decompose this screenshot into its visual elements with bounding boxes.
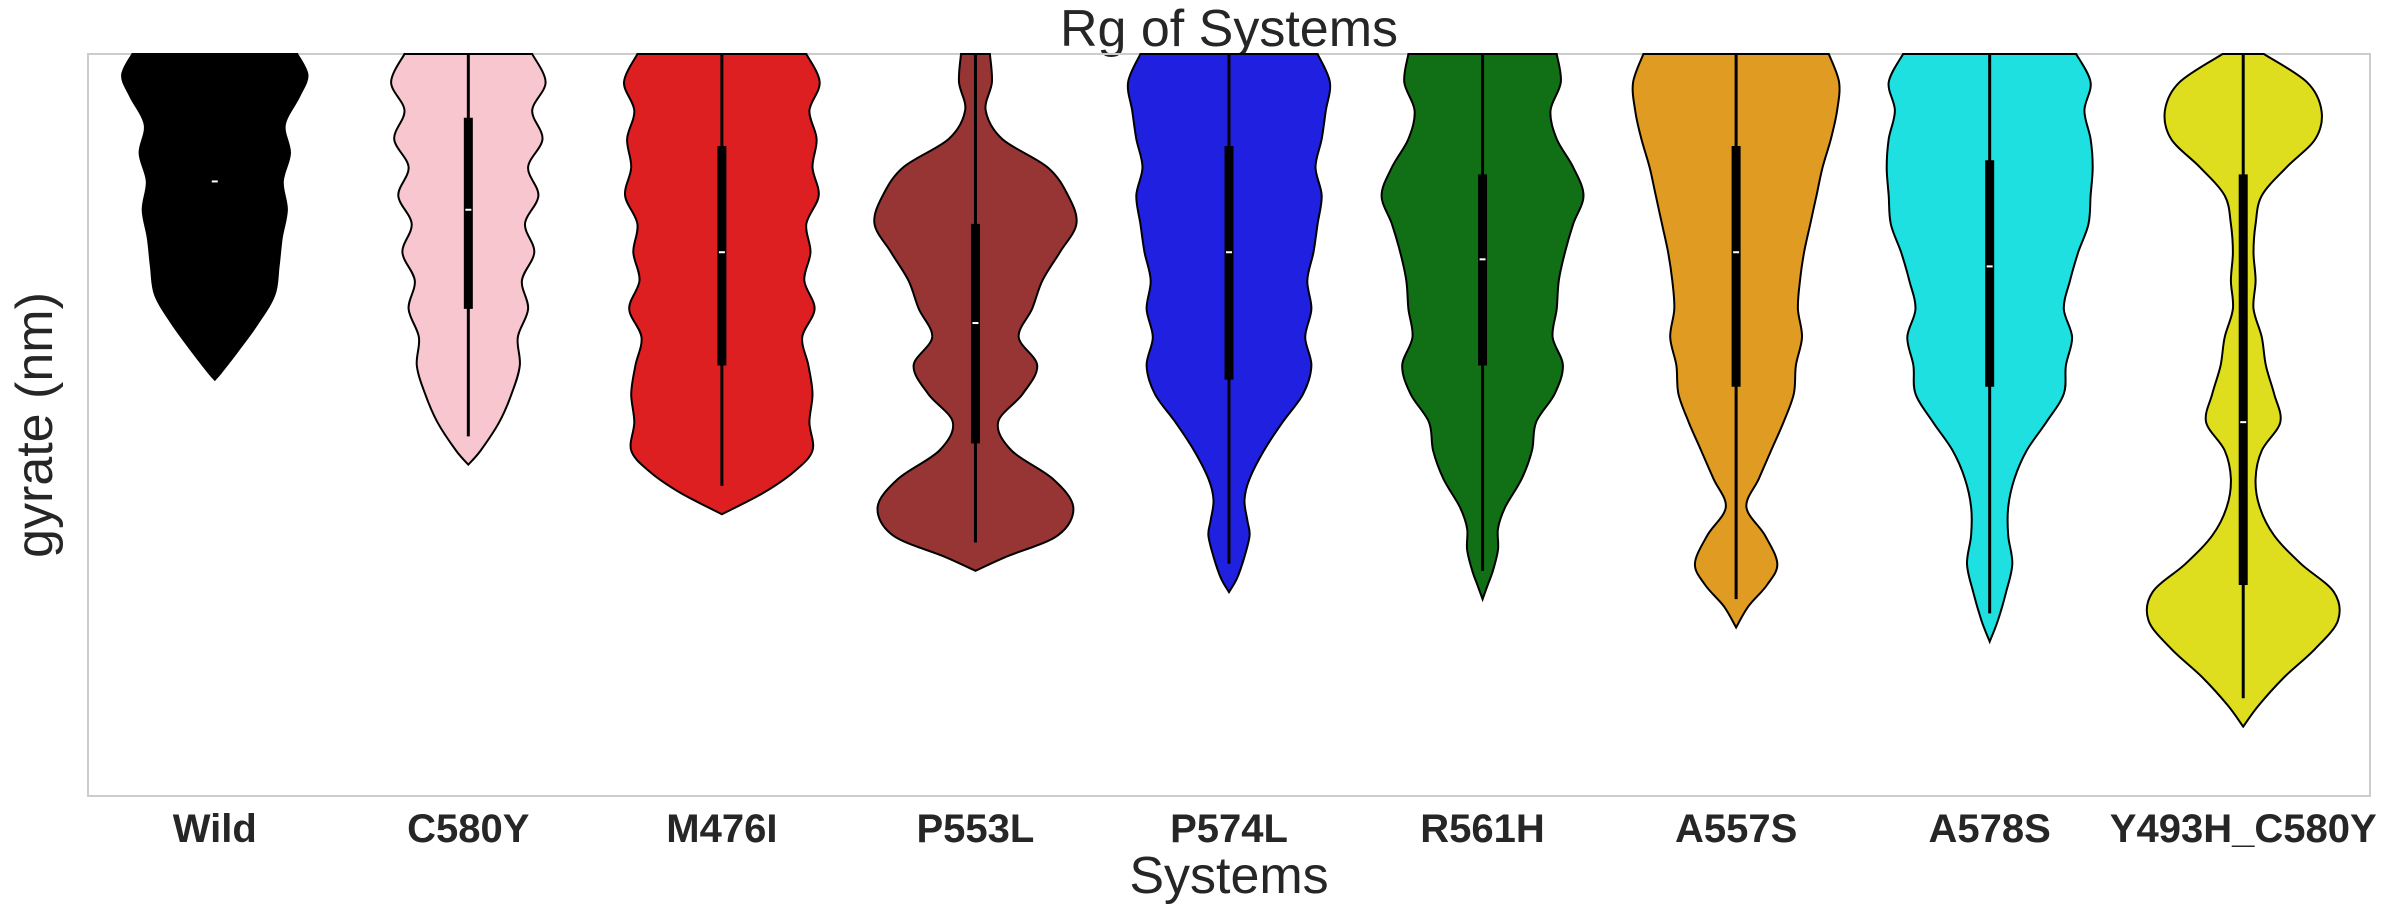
x-tick-label-c580y: C580Y [407, 807, 530, 851]
x-tick-label-m476i: M476I [666, 807, 777, 851]
x-tick-label-a557s: A557S [1675, 807, 1797, 851]
chart-title: Rg of Systems [1060, 0, 1398, 58]
x-tick-label-y493h-c580y: Y493H_C580Y [2110, 807, 2377, 851]
violin-series-group [121, 53, 2341, 729]
x-axis-label: Systems [1129, 847, 1328, 905]
x-tick-label-p553l: P553L [917, 807, 1035, 851]
x-tick-label-r561h: R561H [1420, 807, 1545, 851]
x-tick-labels: Wild C580Y M476I P553L P574L R561H A557S A578S Y… [173, 807, 2377, 851]
x-tick-label-wild: Wild [173, 807, 257, 851]
y-axis-label: gyrate (nm) [6, 292, 64, 558]
x-tick-label-p574l: P574L [1170, 807, 1288, 851]
violin-wild [121, 53, 309, 382]
x-tick-label-a578s: A578S [1929, 807, 2051, 851]
